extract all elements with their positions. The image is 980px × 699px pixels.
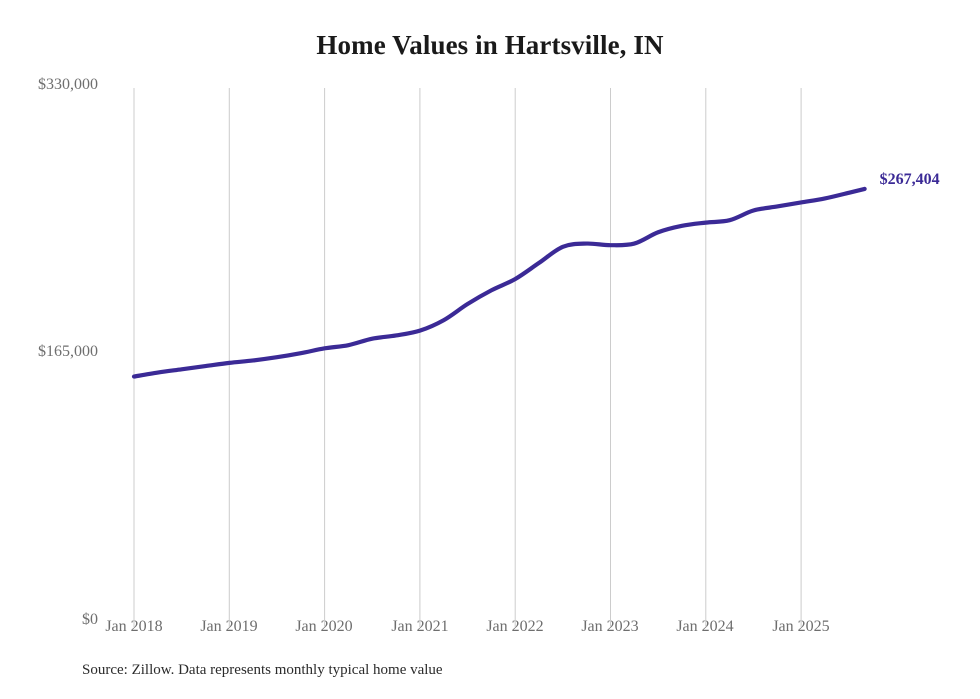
- source-note: Source: Zillow. Data represents monthly …: [82, 662, 443, 678]
- x-axis-tick-label-jan-2020: Jan 2020: [295, 618, 353, 635]
- chart-title: Home Values in Hartsville, IN: [316, 30, 664, 60]
- y-axis-tick-label-zero: $0: [82, 611, 98, 628]
- x-axis-tick-label-jan-2023: Jan 2023: [581, 618, 639, 635]
- x-axis-tickmarks-group: [133, 620, 802, 627]
- x-axis-tick-label-jan-2024: Jan 2024: [676, 618, 734, 635]
- y-axis-tick-label-top: $330,000: [38, 76, 98, 93]
- y-axis-tick-label-mid: $165,000: [38, 343, 98, 360]
- end-value-label: $267,404: [879, 170, 940, 188]
- home-value-line-series: [131, 186, 867, 379]
- gridlines-group: [133, 88, 802, 620]
